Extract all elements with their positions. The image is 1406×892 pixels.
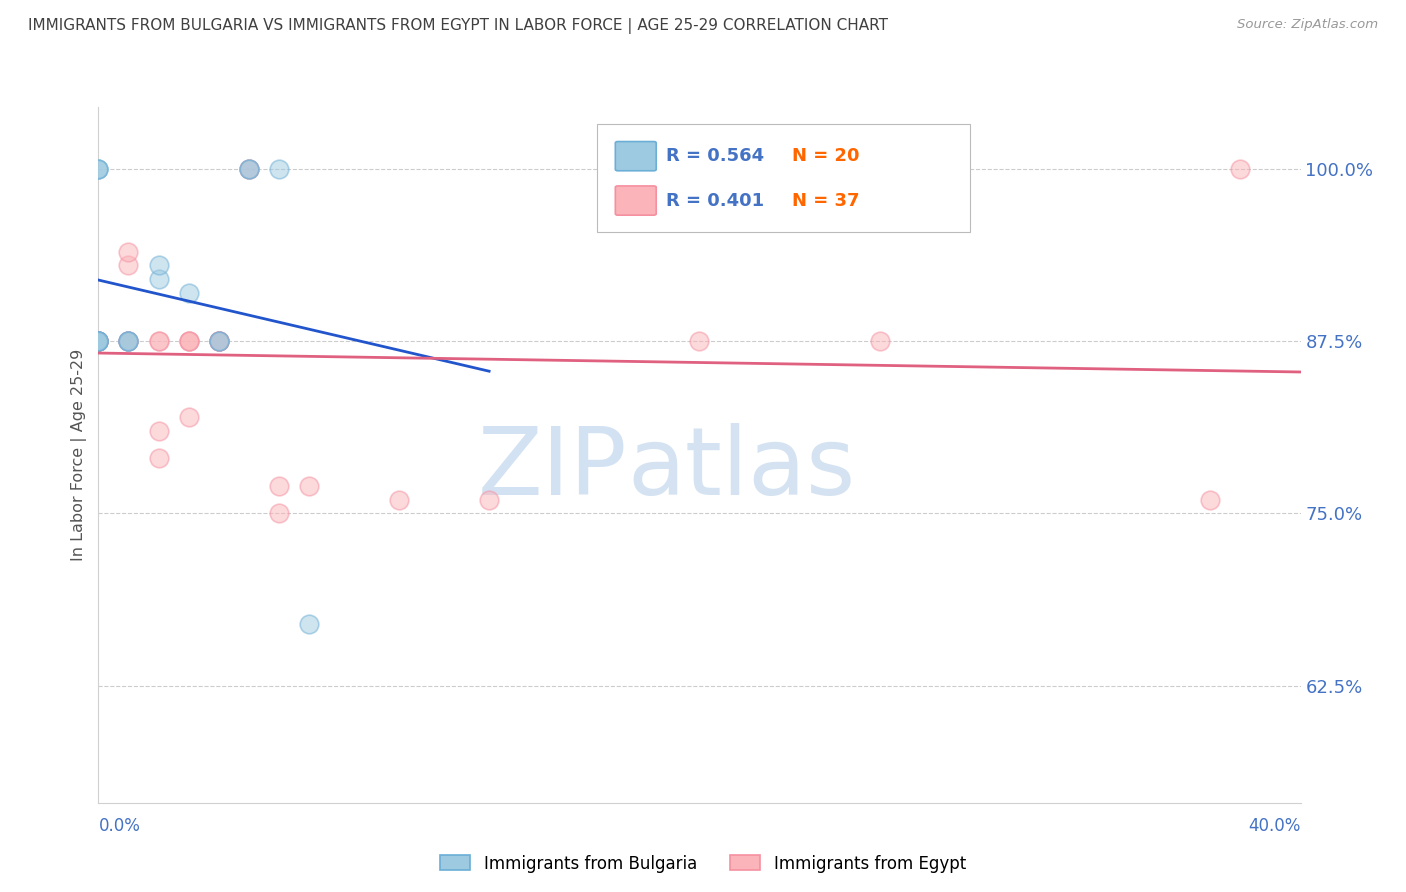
Point	[87, 334, 110, 349]
Point	[177, 334, 200, 349]
Point	[117, 334, 139, 349]
Text: atlas: atlas	[627, 423, 856, 515]
Text: R = 0.401: R = 0.401	[666, 192, 763, 210]
Point	[208, 334, 231, 349]
Point	[87, 334, 110, 349]
Point	[87, 334, 110, 349]
Point	[208, 334, 231, 349]
Point	[208, 334, 231, 349]
Y-axis label: In Labor Force | Age 25-29: In Labor Force | Age 25-29	[72, 349, 87, 561]
Text: N = 20: N = 20	[792, 147, 859, 165]
Point	[148, 334, 170, 349]
Text: N = 37: N = 37	[792, 192, 859, 210]
FancyBboxPatch shape	[616, 186, 657, 215]
Point	[177, 286, 200, 301]
Point	[87, 334, 110, 349]
Point	[148, 451, 170, 466]
Text: IMMIGRANTS FROM BULGARIA VS IMMIGRANTS FROM EGYPT IN LABOR FORCE | AGE 25-29 COR: IMMIGRANTS FROM BULGARIA VS IMMIGRANTS F…	[28, 18, 889, 34]
Point	[267, 507, 290, 521]
Point	[388, 492, 411, 507]
Point	[117, 334, 139, 349]
Point	[478, 492, 501, 507]
FancyBboxPatch shape	[616, 142, 657, 170]
Point	[238, 162, 260, 177]
Point	[117, 334, 139, 349]
Point	[148, 334, 170, 349]
Point	[87, 162, 110, 177]
Text: 0.0%: 0.0%	[98, 816, 141, 835]
Point	[177, 334, 200, 349]
Point	[177, 410, 200, 425]
Point	[117, 259, 139, 273]
Point	[208, 334, 231, 349]
Point	[869, 334, 891, 349]
Point	[148, 424, 170, 438]
Text: ZIP: ZIP	[478, 423, 627, 515]
Point	[87, 162, 110, 177]
Point	[1199, 492, 1222, 507]
Point	[208, 334, 231, 349]
Point	[87, 334, 110, 349]
Point	[208, 334, 231, 349]
Point	[87, 334, 110, 349]
Text: R = 0.564: R = 0.564	[666, 147, 763, 165]
Point	[298, 616, 321, 631]
Point	[117, 244, 139, 259]
Point	[267, 162, 290, 177]
Point	[689, 334, 711, 349]
Point	[177, 334, 200, 349]
Point	[117, 334, 139, 349]
Point	[117, 334, 139, 349]
Point	[87, 334, 110, 349]
Point	[238, 162, 260, 177]
Point	[1229, 162, 1251, 177]
Point	[87, 334, 110, 349]
Point	[87, 334, 110, 349]
Point	[87, 162, 110, 177]
Point	[87, 334, 110, 349]
Point	[87, 334, 110, 349]
Text: 40.0%: 40.0%	[1249, 816, 1301, 835]
Point	[87, 334, 110, 349]
Point	[267, 479, 290, 493]
Point	[238, 162, 260, 177]
Point	[87, 334, 110, 349]
Point	[117, 334, 139, 349]
Point	[148, 272, 170, 286]
Point	[148, 259, 170, 273]
Point	[87, 334, 110, 349]
FancyBboxPatch shape	[598, 124, 970, 232]
Text: Source: ZipAtlas.com: Source: ZipAtlas.com	[1237, 18, 1378, 31]
Point	[298, 479, 321, 493]
Legend: Immigrants from Bulgaria, Immigrants from Egypt: Immigrants from Bulgaria, Immigrants fro…	[433, 848, 973, 880]
Point	[238, 162, 260, 177]
